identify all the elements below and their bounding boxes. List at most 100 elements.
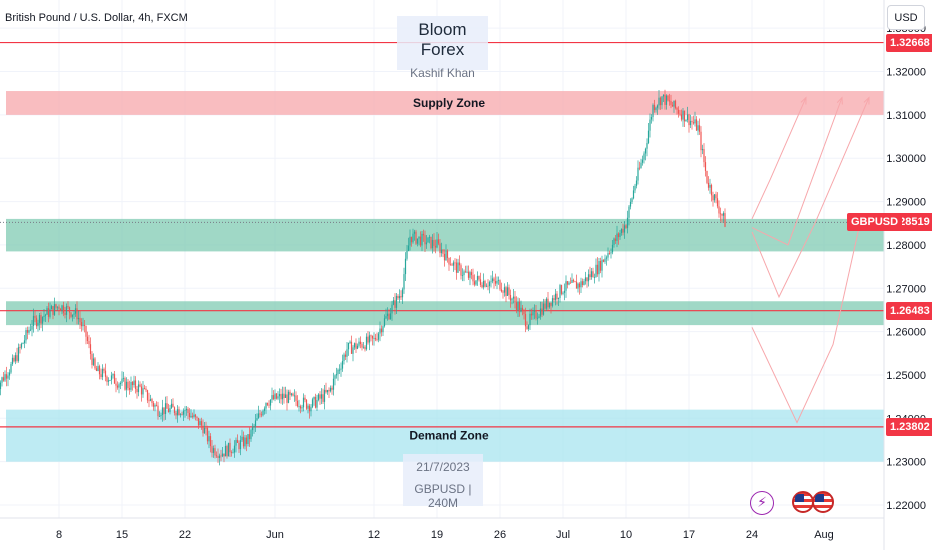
candle-body: [310, 407, 312, 412]
projection-path: [751, 97, 870, 299]
candle-body: [230, 452, 233, 453]
us-flag-icon[interactable]: [812, 491, 834, 513]
candle-body: [680, 114, 683, 120]
zone-label: Supply Zone: [413, 96, 485, 110]
candle-body: [484, 280, 486, 287]
candle-body: [457, 262, 459, 273]
candle-body: [98, 366, 101, 375]
zone-rect: [6, 218, 884, 252]
candle-body: [389, 313, 392, 319]
candle-body: [316, 399, 318, 408]
candle-body: [664, 94, 666, 105]
candle-body: [118, 384, 120, 388]
x-tick-label: 22: [179, 529, 191, 541]
candle-body: [67, 306, 69, 308]
candle-body: [152, 402, 155, 407]
candle-body: [320, 394, 323, 399]
candle-body: [178, 409, 180, 415]
candle-body: [61, 305, 63, 312]
candle-body: [434, 245, 437, 248]
candle-body: [101, 368, 104, 377]
candle-body: [80, 322, 83, 327]
candle-body: [470, 272, 473, 276]
candle-body: [488, 282, 491, 287]
candle-body: [551, 298, 554, 306]
candle-body: [14, 355, 17, 362]
candle-body: [197, 417, 200, 426]
candle-body: [22, 343, 24, 344]
candle-body: [37, 322, 39, 327]
candle-body: [581, 281, 584, 285]
candle-body: [2, 377, 5, 381]
candle-body: [344, 354, 347, 357]
candle-body: [670, 101, 672, 105]
candle-body: [596, 264, 599, 275]
us-flag-icon[interactable]: [792, 491, 814, 513]
candle-body: [127, 381, 129, 388]
candle-body: [109, 380, 111, 381]
candle-body: [82, 324, 84, 327]
candle-body: [346, 349, 348, 357]
candle-body: [553, 298, 555, 301]
candle-body: [572, 279, 575, 282]
candle-body: [586, 277, 588, 282]
candle-body: [170, 403, 173, 408]
x-tick-label: 8: [56, 529, 62, 541]
candle-body: [53, 304, 56, 315]
candle-body: [64, 312, 66, 315]
candle-body: [718, 206, 720, 214]
candle-body: [599, 261, 602, 271]
candle-body: [125, 381, 128, 390]
candle-body: [703, 149, 705, 163]
candle-body: [325, 389, 327, 393]
candle-body: [172, 403, 174, 408]
candle-body: [452, 262, 455, 266]
candle-body: [451, 264, 453, 266]
candle-body: [181, 414, 183, 416]
candle-body: [274, 393, 276, 400]
candle-body: [134, 380, 137, 390]
candle-body: [167, 408, 170, 413]
candle-body: [634, 185, 636, 191]
candle-body: [436, 239, 438, 248]
candle-body: [43, 315, 45, 317]
candle-body: [616, 233, 618, 241]
candle-body: [647, 130, 650, 143]
currency-button[interactable]: USD: [887, 5, 925, 30]
candle-body: [242, 436, 245, 447]
candle-body: [112, 374, 114, 376]
candle-body: [404, 258, 407, 275]
candle-body: [56, 306, 59, 308]
candle-body: [328, 390, 330, 392]
candle-body: [638, 167, 641, 169]
candle-body: [238, 442, 240, 450]
candle-body: [584, 277, 587, 282]
candle-body: [175, 412, 177, 416]
candle-body: [158, 416, 161, 417]
candle-body: [100, 374, 102, 377]
candle-body: [250, 430, 252, 440]
candle-body: [278, 393, 281, 397]
candle-body: [85, 325, 87, 337]
candle-body: [191, 415, 194, 417]
candle-body: [95, 368, 98, 371]
candle-body: [563, 290, 566, 293]
candle-body: [418, 236, 420, 239]
candle-body: [233, 445, 236, 453]
candle-body: [265, 403, 267, 409]
candle-body: [547, 298, 549, 308]
lightning-icon[interactable]: ⚡: [750, 491, 774, 515]
candle-body: [269, 399, 272, 406]
candle-body: [499, 280, 501, 290]
candle-body: [239, 440, 242, 450]
candle-body: [502, 291, 504, 293]
candle-body: [673, 100, 675, 107]
candle-body: [631, 198, 633, 202]
watermark-info: GBPUSD | 240M: [414, 482, 472, 510]
candle-body: [496, 280, 498, 284]
candle-body: [644, 148, 647, 154]
candle-body: [35, 317, 38, 327]
candle-body: [595, 264, 597, 278]
candle-body: [28, 330, 30, 333]
